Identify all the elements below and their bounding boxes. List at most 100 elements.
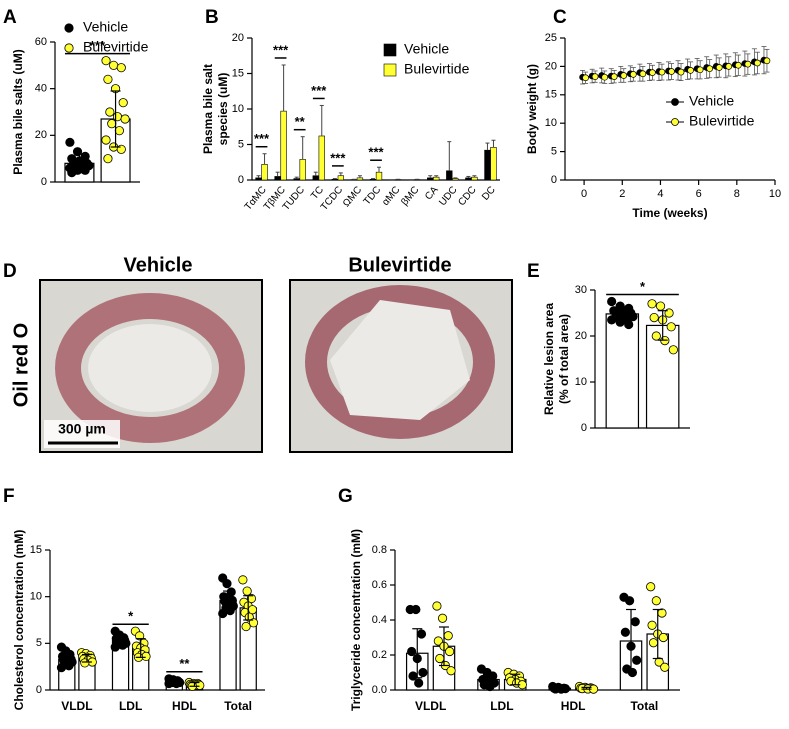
panel-label: F bbox=[3, 486, 15, 507]
data-point bbox=[664, 308, 674, 318]
x-tick-label: Total bbox=[224, 699, 252, 713]
x-tick-label: CDC bbox=[456, 185, 478, 209]
data-point bbox=[648, 638, 659, 648]
y-tick-label: 20 bbox=[232, 32, 244, 44]
data-point bbox=[658, 632, 668, 643]
data-point bbox=[620, 627, 630, 637]
data-point bbox=[696, 66, 704, 74]
data-point bbox=[734, 61, 742, 69]
data-point bbox=[141, 651, 151, 662]
x-tick-label: VLDL bbox=[415, 699, 446, 713]
y-tick-label: 60 bbox=[35, 36, 47, 48]
significance-label: *** bbox=[90, 38, 106, 53]
data-point bbox=[744, 60, 752, 68]
y-axis-label: species (uM) bbox=[216, 73, 230, 146]
data-point bbox=[615, 317, 625, 327]
panel-label: D bbox=[3, 261, 17, 282]
y-axis-label: Plasma bile salt bbox=[201, 64, 215, 154]
data-point bbox=[649, 312, 659, 323]
data-point bbox=[620, 72, 628, 79]
scale-bar-label: 300 µm bbox=[58, 421, 106, 437]
significance-label: *** bbox=[368, 145, 384, 160]
legend-swatch bbox=[383, 63, 397, 77]
y-tick-label: 20 bbox=[575, 330, 587, 342]
data-point bbox=[101, 56, 111, 66]
data-point bbox=[107, 119, 117, 129]
x-tick-label: 2 bbox=[619, 188, 625, 200]
data-point bbox=[109, 60, 119, 70]
bar bbox=[465, 177, 472, 181]
data-point bbox=[687, 67, 694, 74]
x-tick-label: HDL bbox=[172, 699, 197, 713]
data-point bbox=[647, 620, 657, 630]
data-point bbox=[677, 68, 685, 76]
bar bbox=[293, 178, 300, 181]
data-point bbox=[601, 73, 609, 81]
legend-marker bbox=[64, 23, 74, 33]
data-point bbox=[118, 98, 128, 108]
y-tick-label: 0 bbox=[581, 422, 587, 434]
data-point bbox=[112, 112, 123, 122]
data-point bbox=[407, 646, 417, 657]
bar bbox=[318, 135, 325, 181]
data-point bbox=[105, 107, 115, 117]
data-point bbox=[706, 65, 714, 73]
data-point bbox=[64, 661, 74, 671]
vessel-wall bbox=[305, 285, 495, 439]
data-point bbox=[666, 322, 676, 332]
data-point bbox=[411, 604, 421, 615]
lumen bbox=[330, 300, 470, 420]
y-tick-label: 0 bbox=[551, 174, 557, 186]
y-tick-label: 0.0 bbox=[372, 684, 387, 696]
data-point bbox=[624, 319, 634, 330]
y-tick-label: 5 bbox=[238, 138, 244, 150]
data-point bbox=[668, 345, 678, 355]
y-tick-label: 20 bbox=[35, 129, 47, 141]
bar bbox=[484, 149, 491, 181]
data-point bbox=[72, 147, 83, 157]
bar bbox=[337, 175, 345, 181]
data-point bbox=[651, 596, 661, 606]
y-tick-label: 0 bbox=[238, 174, 244, 186]
data-point bbox=[630, 617, 640, 627]
x-tick-label: TCDC bbox=[319, 185, 345, 213]
bar bbox=[446, 170, 453, 181]
bar bbox=[452, 178, 459, 181]
y-axis-label: Relative lesion area bbox=[542, 303, 556, 415]
data-point bbox=[658, 68, 666, 76]
bar bbox=[331, 178, 339, 181]
significance-label: * bbox=[128, 609, 134, 624]
y-axis-label: Body weight (g) bbox=[525, 64, 539, 154]
x-tick-label: TDC bbox=[362, 185, 384, 208]
y-axis-label: (% of total area) bbox=[557, 314, 571, 404]
legend-label: Bulevirtide bbox=[404, 61, 470, 77]
data-point bbox=[715, 64, 723, 71]
data-point bbox=[101, 135, 111, 145]
legend-label: Vehicle bbox=[689, 93, 734, 109]
y-tick-label: 40 bbox=[35, 83, 47, 95]
x-tick-label: LDL bbox=[119, 699, 142, 713]
legend-marker bbox=[64, 43, 74, 53]
y-tick-label: 0 bbox=[36, 684, 42, 696]
data-point bbox=[80, 658, 90, 668]
data-point bbox=[116, 144, 126, 154]
panel-label: B bbox=[205, 7, 219, 28]
bar bbox=[255, 177, 262, 181]
data-point bbox=[248, 618, 259, 628]
y-tick-label: 15 bbox=[545, 89, 557, 101]
data-point bbox=[660, 662, 670, 672]
significance-label: *** bbox=[311, 83, 327, 98]
data-point bbox=[65, 137, 75, 147]
bar bbox=[369, 178, 377, 181]
data-point bbox=[56, 662, 67, 673]
panel-d: D Vehicle Bulevirtide Oil red O 300 µm bbox=[3, 254, 513, 453]
data-point bbox=[649, 69, 656, 76]
data-point bbox=[120, 114, 130, 124]
y-tick-label: 20 bbox=[545, 60, 557, 72]
data-point bbox=[725, 63, 733, 70]
data-point bbox=[218, 608, 228, 619]
x-tick-label: ΩMC bbox=[341, 185, 364, 210]
data-point bbox=[610, 73, 618, 80]
data-point bbox=[103, 74, 113, 84]
